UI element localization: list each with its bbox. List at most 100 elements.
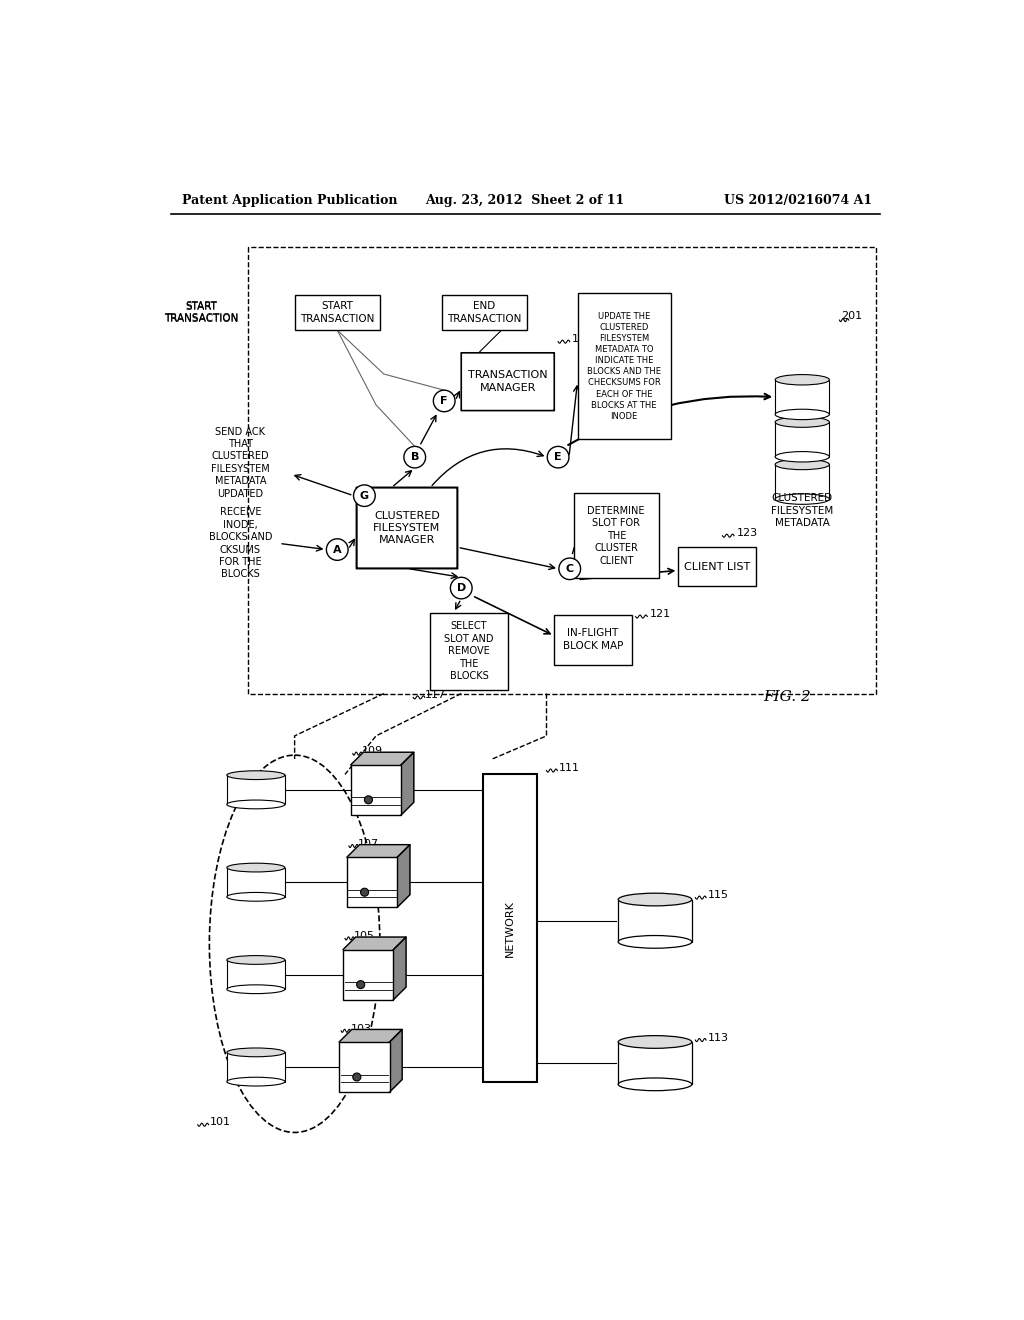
Text: 111: 111	[559, 763, 580, 774]
Circle shape	[353, 1073, 360, 1081]
Text: Aug. 23, 2012  Sheet 2 of 11: Aug. 23, 2012 Sheet 2 of 11	[425, 194, 625, 207]
Ellipse shape	[226, 985, 285, 994]
FancyBboxPatch shape	[578, 293, 671, 440]
Ellipse shape	[226, 892, 285, 902]
Ellipse shape	[226, 863, 285, 873]
Text: UPDATE THE
CLUSTERED
FILESYSTEM
METADATA TO
INDICATE THE
BLOCKS AND THE
CHECKSUM: UPDATE THE CLUSTERED FILESYSTEM METADATA…	[587, 312, 662, 421]
Ellipse shape	[226, 1048, 285, 1057]
FancyBboxPatch shape	[430, 612, 508, 689]
Polygon shape	[339, 1030, 402, 1041]
FancyBboxPatch shape	[226, 960, 285, 989]
Text: C: C	[565, 564, 573, 574]
Circle shape	[356, 981, 365, 989]
Polygon shape	[347, 845, 410, 857]
Text: 117: 117	[425, 690, 445, 700]
Text: START
TRANSACTION: START TRANSACTION	[165, 301, 239, 323]
FancyBboxPatch shape	[442, 296, 527, 330]
Ellipse shape	[775, 459, 829, 470]
Circle shape	[365, 796, 373, 804]
Text: 123: 123	[736, 528, 758, 539]
Circle shape	[451, 577, 472, 599]
Ellipse shape	[618, 894, 692, 906]
Circle shape	[360, 888, 369, 896]
Text: B: B	[411, 453, 419, 462]
Text: FIG. 2: FIG. 2	[764, 690, 811, 705]
Polygon shape	[393, 937, 407, 999]
Text: 121: 121	[649, 610, 671, 619]
Text: START
TRANSACTION: START TRANSACTION	[165, 301, 239, 323]
Text: US 2012/0216074 A1: US 2012/0216074 A1	[724, 194, 872, 207]
Ellipse shape	[775, 494, 829, 504]
Text: G: G	[359, 491, 369, 500]
Circle shape	[353, 484, 375, 507]
FancyBboxPatch shape	[226, 867, 285, 896]
Polygon shape	[397, 845, 410, 907]
Ellipse shape	[775, 417, 829, 428]
Text: D: D	[457, 583, 466, 593]
Text: 105: 105	[354, 931, 376, 941]
Text: SELECT
SLOT AND
REMOVE
THE
BLOCKS: SELECT SLOT AND REMOVE THE BLOCKS	[444, 622, 494, 681]
Text: NETWORK: NETWORK	[505, 900, 515, 957]
FancyBboxPatch shape	[356, 487, 458, 569]
Text: IN-FLIGHT
BLOCK MAP: IN-FLIGHT BLOCK MAP	[563, 628, 624, 651]
Text: 101: 101	[210, 1118, 231, 1127]
FancyBboxPatch shape	[775, 422, 829, 457]
Polygon shape	[343, 937, 407, 949]
Polygon shape	[401, 752, 414, 814]
Text: 103: 103	[350, 1023, 372, 1034]
FancyBboxPatch shape	[226, 775, 285, 804]
Text: CLIENT LIST: CLIENT LIST	[684, 561, 751, 572]
Text: 119: 119	[572, 334, 593, 345]
FancyBboxPatch shape	[461, 352, 554, 411]
Text: A: A	[333, 545, 342, 554]
Text: SEND ACK
THAT
CLUSTERED
FILESYSTEM
METADATA
UPDATED: SEND ACK THAT CLUSTERED FILESYSTEM METAD…	[211, 426, 269, 499]
Text: 115: 115	[708, 890, 729, 900]
FancyBboxPatch shape	[343, 949, 393, 999]
Text: DETERMINE
SLOT FOR
THE
CLUSTER
CLIENT: DETERMINE SLOT FOR THE CLUSTER CLIENT	[588, 506, 645, 565]
FancyBboxPatch shape	[618, 1041, 692, 1084]
Text: START
TRANSACTION: START TRANSACTION	[300, 301, 375, 323]
Ellipse shape	[226, 956, 285, 965]
Ellipse shape	[226, 1077, 285, 1086]
Ellipse shape	[775, 409, 829, 420]
Text: CLUSTERED
FILESYSTEM
MANAGER: CLUSTERED FILESYSTEM MANAGER	[374, 511, 440, 545]
Text: 107: 107	[358, 838, 379, 849]
FancyBboxPatch shape	[351, 764, 401, 814]
FancyBboxPatch shape	[295, 296, 380, 330]
FancyBboxPatch shape	[347, 857, 397, 907]
Text: END
TRANSACTION: END TRANSACTION	[447, 301, 521, 323]
Text: TRANSACTION
MANAGER: TRANSACTION MANAGER	[468, 371, 548, 393]
Polygon shape	[389, 1030, 402, 1092]
Ellipse shape	[209, 755, 380, 1133]
Circle shape	[547, 446, 569, 469]
FancyBboxPatch shape	[573, 494, 658, 578]
Ellipse shape	[775, 375, 829, 385]
Text: F: F	[440, 396, 447, 407]
FancyBboxPatch shape	[339, 1041, 389, 1092]
FancyBboxPatch shape	[775, 465, 829, 499]
FancyBboxPatch shape	[678, 548, 756, 586]
Ellipse shape	[618, 1078, 692, 1090]
FancyBboxPatch shape	[618, 899, 692, 942]
Ellipse shape	[226, 800, 285, 809]
Circle shape	[327, 539, 348, 560]
Text: 201: 201	[841, 312, 862, 321]
Circle shape	[403, 446, 426, 469]
Circle shape	[559, 558, 581, 579]
FancyBboxPatch shape	[226, 1052, 285, 1081]
Text: Patent Application Publication: Patent Application Publication	[182, 194, 397, 207]
FancyBboxPatch shape	[483, 775, 538, 1082]
FancyBboxPatch shape	[775, 380, 829, 414]
Text: 113: 113	[708, 1032, 729, 1043]
Ellipse shape	[226, 771, 285, 780]
Text: CLUSTERED
FILESYSTEM
METADATA: CLUSTERED FILESYSTEM METADATA	[771, 494, 834, 528]
Text: E: E	[554, 453, 562, 462]
Ellipse shape	[618, 936, 692, 948]
Circle shape	[433, 391, 455, 412]
Text: 109: 109	[362, 746, 383, 756]
Ellipse shape	[775, 451, 829, 462]
Polygon shape	[351, 752, 414, 764]
Text: RECEIVE
INODE,
BLOCKS AND
CKSUMS
FOR THE
BLOCKS: RECEIVE INODE, BLOCKS AND CKSUMS FOR THE…	[209, 507, 272, 579]
Ellipse shape	[618, 1036, 692, 1048]
FancyBboxPatch shape	[554, 615, 632, 665]
